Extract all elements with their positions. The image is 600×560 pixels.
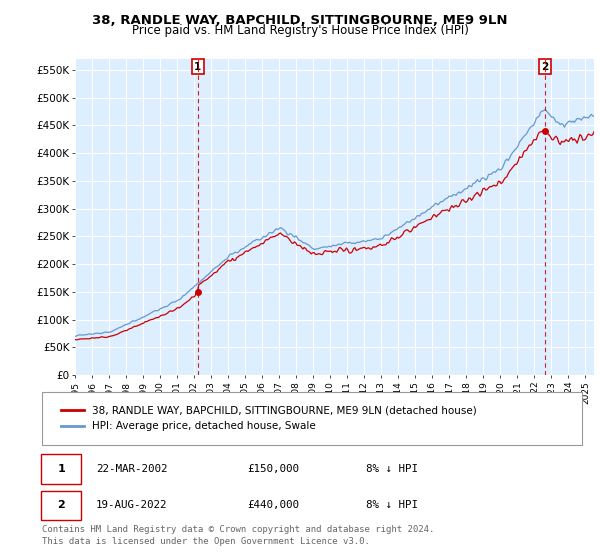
Text: 38, RANDLE WAY, BAPCHILD, SITTINGBOURNE, ME9 9LN: 38, RANDLE WAY, BAPCHILD, SITTINGBOURNE,… xyxy=(92,14,508,27)
Text: 1: 1 xyxy=(57,464,65,474)
FancyBboxPatch shape xyxy=(41,454,82,484)
Text: Price paid vs. HM Land Registry's House Price Index (HPI): Price paid vs. HM Land Registry's House … xyxy=(131,24,469,37)
Text: 8% ↓ HPI: 8% ↓ HPI xyxy=(366,501,418,510)
FancyBboxPatch shape xyxy=(41,491,82,520)
Text: 19-AUG-2022: 19-AUG-2022 xyxy=(96,501,167,510)
Text: Contains HM Land Registry data © Crown copyright and database right 2024.
This d: Contains HM Land Registry data © Crown c… xyxy=(42,525,434,546)
Legend: 38, RANDLE WAY, BAPCHILD, SITTINGBOURNE, ME9 9LN (detached house), HPI: Average : 38, RANDLE WAY, BAPCHILD, SITTINGBOURNE,… xyxy=(58,403,480,435)
Text: 1: 1 xyxy=(194,62,202,72)
Text: 2: 2 xyxy=(542,62,549,72)
Text: 22-MAR-2002: 22-MAR-2002 xyxy=(96,464,167,474)
Text: £150,000: £150,000 xyxy=(247,464,299,474)
Text: 8% ↓ HPI: 8% ↓ HPI xyxy=(366,464,418,474)
Text: 2: 2 xyxy=(57,501,65,510)
Text: £440,000: £440,000 xyxy=(247,501,299,510)
